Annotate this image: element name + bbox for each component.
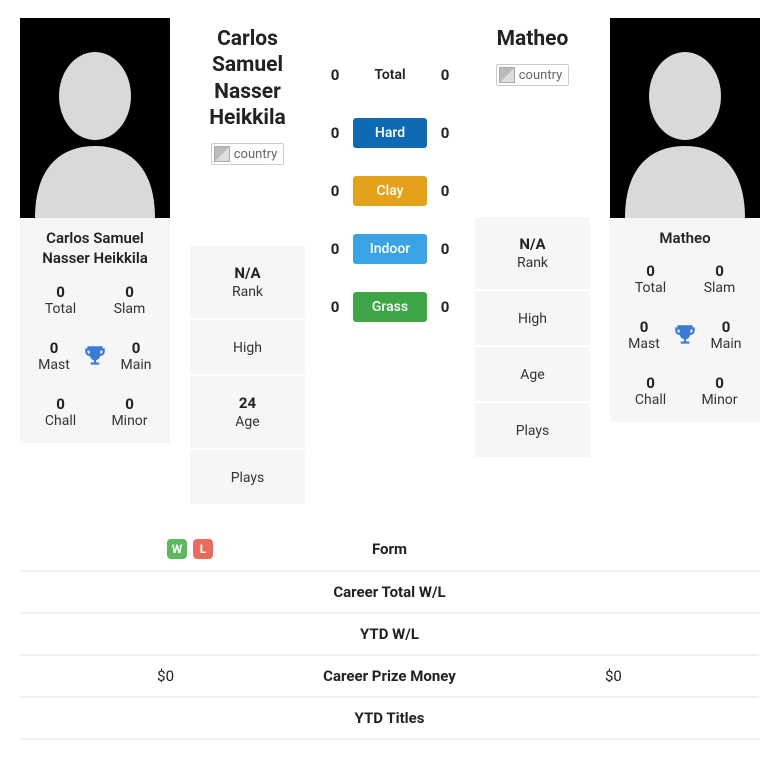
player-left-info-col: Carlos Samuel Nasser Heikkila country N/… [190, 18, 305, 504]
comparison-table: W L Form Career Total W/L YTD W/L $0 Car… [20, 528, 759, 740]
compare-row-ytd-wl: YTD W/L [20, 614, 759, 656]
player-right-stats-row2: 0 Mast 0 Main [616, 318, 754, 352]
player-right-photo [610, 18, 760, 218]
stat-main: 0 Main [108, 339, 164, 373]
stat-chall: 0 Chall [616, 374, 685, 408]
rank-row-plays: Plays [190, 450, 305, 504]
stat-slam: 0 Slam [95, 283, 164, 317]
compare-row-form: W L Form [20, 528, 759, 572]
player-left-card: Carlos Samuel Nasser Heikkila 0 Total 0 … [20, 18, 170, 443]
stat-total: 0 Total [26, 283, 95, 317]
form-badges-left: W L [167, 539, 213, 559]
player-left-stats-row2: 0 Mast 0 Main [26, 339, 164, 373]
surface-row-grass: 0 Grass 0 [325, 292, 455, 322]
player-left-rank-box: N/A Rank High 24 Age Plays [190, 246, 305, 504]
win-badge: W [167, 539, 187, 559]
player-right-card: Matheo 0 Total 0 Slam 0 Mast [610, 18, 760, 422]
rank-row-age: Age [475, 347, 590, 403]
surface-row-indoor: 0 Indoor 0 [325, 234, 455, 264]
player-right-country-icon: country [496, 64, 570, 86]
player-left-name: Carlos Samuel Nasser Heikkila [190, 26, 305, 131]
player-right-card-name: Matheo [616, 228, 754, 248]
player-right-rank-box: N/A Rank High Age Plays [475, 217, 590, 457]
player-left-stats-row3: 0 Chall 0 Minor [26, 395, 164, 429]
surface-pill-grass[interactable]: Grass [353, 292, 427, 322]
rank-row-high: High [190, 320, 305, 376]
player-silhouette-icon [20, 18, 170, 218]
player-right-stats-row1: 0 Total 0 Slam [616, 262, 754, 296]
rank-row-rank: N/A Rank [475, 217, 590, 291]
compare-row-career-wl: Career Total W/L [20, 572, 759, 614]
player-right-name: Matheo [475, 26, 590, 52]
stat-slam: 0 Slam [685, 262, 754, 296]
rank-row-high: High [475, 291, 590, 347]
stat-total: 0 Total [616, 262, 685, 296]
loss-badge: L [193, 539, 213, 559]
stat-main: 0 Main [698, 318, 754, 352]
rank-row-plays: Plays [475, 403, 590, 457]
rank-row-rank: N/A Rank [190, 246, 305, 320]
surface-h2h-column: 0 Total 0 0 Hard 0 0 Clay 0 0 Indoor 0 0 [325, 18, 455, 350]
stat-mast: 0 Mast [616, 318, 672, 352]
compare-row-prize: $0 Career Prize Money $0 [20, 656, 759, 698]
rank-row-age: 24 Age [190, 376, 305, 450]
compare-row-ytd-titles: YTD Titles [20, 698, 759, 740]
stat-minor: 0 Minor [95, 395, 164, 429]
stat-minor: 0 Minor [685, 374, 754, 408]
player-left-stats-row1: 0 Total 0 Slam [26, 283, 164, 317]
surface-row-clay: 0 Clay 0 [325, 176, 455, 206]
surface-pill-indoor[interactable]: Indoor [353, 234, 427, 264]
stat-mast: 0 Mast [26, 339, 82, 373]
stat-chall: 0 Chall [26, 395, 95, 429]
surface-pill-clay[interactable]: Clay [353, 176, 427, 206]
player-right-stats-row3: 0 Chall 0 Minor [616, 374, 754, 408]
surface-pill-hard[interactable]: Hard [353, 118, 427, 148]
player-left-card-name: Carlos Samuel Nasser Heikkila [26, 228, 164, 269]
trophy-icon [672, 318, 698, 352]
surface-row-hard: 0 Hard 0 [325, 118, 455, 148]
surface-row-total: 0 Total 0 [325, 60, 455, 90]
player-silhouette-icon [610, 18, 760, 218]
trophy-icon [82, 339, 108, 373]
player-left-country-icon: country [211, 143, 285, 165]
player-left-photo [20, 18, 170, 218]
player-right-info-col: Matheo country N/A Rank High Age [475, 18, 590, 457]
